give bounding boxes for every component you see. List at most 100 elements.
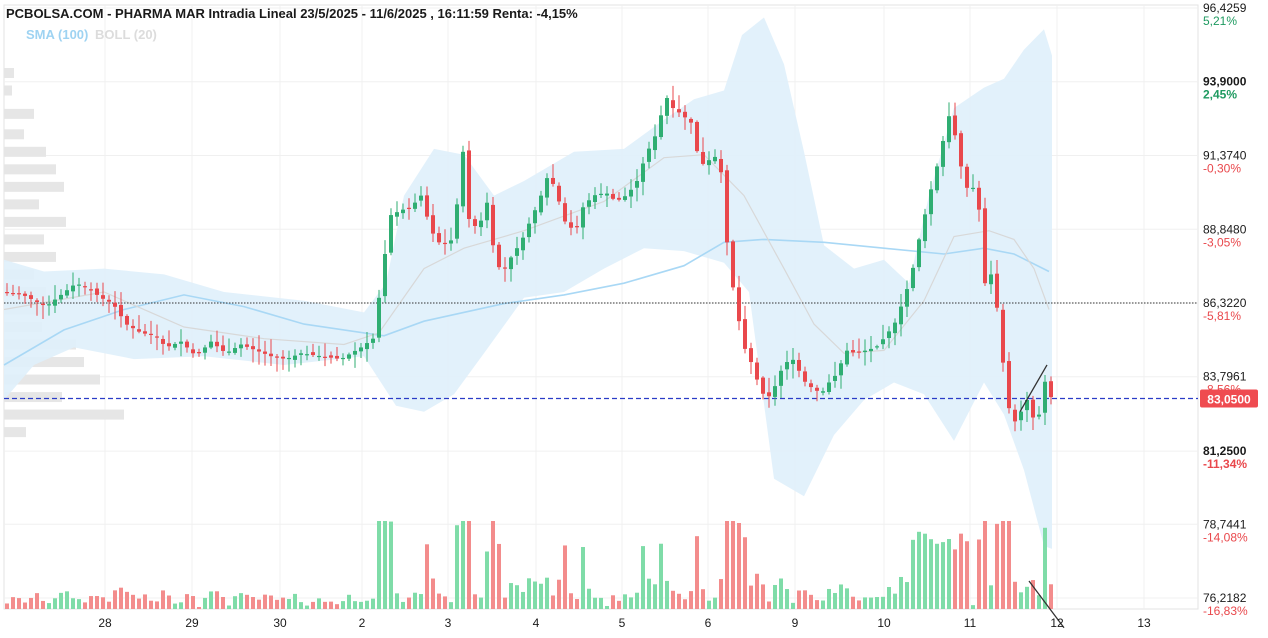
volume-bar [419,594,423,609]
candle-down [803,371,807,382]
candle-down [1049,381,1053,398]
volume-bar [779,578,783,609]
candle-down [167,343,171,347]
volume-bar [683,599,687,609]
indicator-legend: SMA (100) BOLL (20) [26,27,157,42]
volume-bar [917,531,921,609]
candle-up [395,212,399,217]
candle-up [647,148,651,162]
candle-down [425,195,429,217]
candle-down [983,208,987,284]
candle-up [209,341,213,348]
candle-up [653,136,657,151]
candle-up [227,351,231,353]
candle-up [659,115,663,138]
chart-title: PCBOLSA.COM - PHARMA MAR Intradia Lineal… [6,6,578,21]
volume-bar [485,551,489,609]
candle-up [239,344,243,349]
candle-up [929,189,933,215]
volume-bar [323,601,327,609]
candle-up [899,306,903,325]
candle-down [959,133,963,167]
volume-bar [845,588,849,609]
volume-profile-bar [4,251,56,262]
candle-down [995,273,999,308]
candle-down [617,197,621,200]
bollinger-middle-line [3,154,1050,354]
candle-up [971,187,975,190]
trend-lines[interactable] [1019,364,1065,629]
volume-bar [95,596,99,609]
volume-bar [761,584,765,609]
candle-up [827,382,831,392]
time-tick-label: 13 [1137,616,1151,630]
volume-bar [215,591,219,609]
volume-profile-bar [4,357,84,368]
volume-bar [383,521,387,609]
volume-profile-bar [4,129,24,140]
percent-tick-label: -5,81% [1203,309,1241,323]
candle-down [809,383,813,388]
sma-line [3,238,1050,366]
volume-bar [605,605,609,609]
volume-bar [755,573,759,609]
candle-down [185,341,189,348]
candle-up [875,346,879,348]
volume-bar [947,539,951,609]
volume-bar [905,582,909,609]
candle-down [215,341,219,347]
candle-up [401,209,405,214]
candle-down [611,194,615,199]
volume-bar [1037,595,1041,609]
candle-up [365,343,369,350]
volume-bar [53,598,57,609]
volume-bar [809,594,813,609]
volume-bar [473,594,477,609]
volume-bar [1013,581,1017,609]
candle-down [437,233,441,243]
legend-boll[interactable]: BOLL (20) [95,27,157,42]
volume-bar [209,591,213,609]
volume-bar [959,533,963,609]
candle-up [935,166,939,191]
volume-profile-bar [4,409,124,420]
candle-down [563,203,567,222]
volume-bar [1001,521,1005,609]
volume-bar [731,521,735,609]
volume-bar [287,598,291,609]
volume-bar [551,595,555,609]
candle-up [707,160,711,166]
candle-down [257,349,261,352]
volume-bar [263,594,267,609]
candle-up [599,193,603,196]
time-tick-label: 2 [359,616,366,630]
volume-bar [785,589,789,609]
volume-bar [623,594,627,609]
candle-up [635,181,639,188]
time-tick-label: 6 [705,616,712,630]
candle-up [1019,411,1023,421]
volume-bar [17,598,21,609]
volume-bar [107,601,111,609]
candle-up [527,223,531,238]
volume-bar [689,591,693,609]
candle-down [125,315,129,325]
volume-bar [461,521,465,609]
volume-profile-bar [4,374,100,385]
volume-bar [239,593,243,609]
volume-bar [1025,586,1029,609]
time-tick-label: 9 [792,616,799,630]
candle-up [419,195,423,201]
candle-up [65,290,69,296]
volume-profile-bar [4,427,26,438]
volume-bar [395,593,399,609]
volume-bar [365,600,369,609]
volume-bar [317,598,321,609]
candle-up [179,341,183,344]
time-tick-label: 29 [185,616,199,630]
volume-bar [569,593,573,609]
volume-bar [797,590,801,609]
legend-sma[interactable]: SMA (100) [26,27,89,42]
candle-down [551,177,555,184]
